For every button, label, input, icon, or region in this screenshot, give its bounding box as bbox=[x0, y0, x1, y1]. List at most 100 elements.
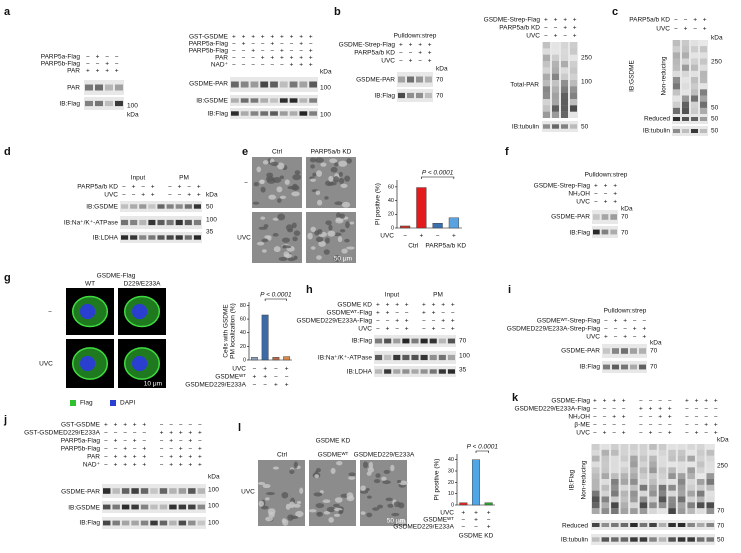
blot-band bbox=[691, 58, 698, 65]
blot-band bbox=[687, 462, 695, 468]
blot-band bbox=[677, 523, 686, 527]
blot-band bbox=[601, 502, 610, 509]
blot-band bbox=[570, 73, 577, 80]
marker-label: 70 bbox=[717, 508, 725, 515]
panel-letter: b bbox=[334, 6, 341, 18]
blot-band bbox=[240, 98, 249, 103]
cell bbox=[316, 511, 323, 517]
cell bbox=[329, 158, 338, 164]
blot-band bbox=[649, 537, 657, 542]
blot-band bbox=[706, 444, 714, 450]
blot-band bbox=[561, 111, 568, 118]
blot-band bbox=[696, 523, 705, 527]
blot-band bbox=[687, 473, 695, 479]
row-sign: − bbox=[274, 374, 278, 381]
row-sign: − bbox=[461, 517, 465, 524]
row-sign: + bbox=[419, 233, 423, 240]
category-label: PARP5a/b KD bbox=[425, 243, 466, 250]
blot-band bbox=[620, 444, 629, 450]
cell bbox=[399, 480, 408, 486]
blot-band bbox=[425, 76, 432, 83]
blot-band bbox=[630, 364, 637, 370]
cell bbox=[330, 166, 338, 173]
blot-band bbox=[407, 92, 414, 99]
blot-band bbox=[691, 101, 698, 108]
blot-band bbox=[231, 111, 239, 116]
blot-band bbox=[561, 67, 568, 74]
cell bbox=[367, 467, 375, 473]
blot-band bbox=[611, 479, 619, 485]
label: Reduced bbox=[562, 523, 588, 530]
bracket bbox=[421, 176, 455, 179]
blot-band bbox=[630, 467, 638, 474]
label: GSDME KD bbox=[337, 302, 372, 309]
blot-band bbox=[552, 92, 559, 99]
label: Total-PAR bbox=[510, 82, 539, 89]
label: PM bbox=[433, 292, 443, 299]
legend-swatch bbox=[70, 400, 76, 406]
y-tick-label: 60 bbox=[240, 317, 246, 323]
y-axis-label: Cells with GSDME bbox=[223, 304, 230, 358]
blot-band bbox=[668, 455, 676, 462]
cell bbox=[382, 480, 391, 485]
blot-band bbox=[682, 52, 689, 59]
nucleus bbox=[79, 303, 96, 320]
panel-letter: l bbox=[238, 422, 241, 434]
y-tick-label: 60 bbox=[388, 184, 394, 190]
blot-band bbox=[639, 364, 646, 370]
label: IB:GSDME bbox=[629, 59, 636, 91]
blot-band bbox=[677, 502, 686, 509]
blot-band bbox=[178, 520, 187, 526]
blot-band bbox=[668, 462, 676, 468]
y-tick-label: 0 bbox=[391, 225, 394, 231]
row-sign: + bbox=[285, 382, 289, 389]
blot-band bbox=[601, 537, 610, 542]
blot-band bbox=[188, 520, 196, 526]
blot-band bbox=[398, 76, 405, 83]
label: Ctrl bbox=[272, 149, 283, 156]
blot-band bbox=[691, 77, 698, 84]
blot-band bbox=[639, 461, 648, 468]
blot-band bbox=[250, 81, 259, 88]
blot-band bbox=[673, 107, 680, 114]
cell bbox=[277, 198, 282, 203]
blot bbox=[102, 501, 206, 513]
blot-band bbox=[696, 449, 705, 456]
blot-band bbox=[270, 111, 278, 116]
blot-band bbox=[570, 42, 577, 49]
blot-band bbox=[601, 229, 609, 235]
cell bbox=[253, 181, 259, 187]
blot-band bbox=[639, 348, 646, 354]
blot-band bbox=[621, 364, 628, 370]
label: PARP5b-Flag bbox=[41, 61, 81, 68]
blot-band bbox=[603, 364, 610, 370]
blot-band bbox=[611, 455, 619, 462]
blot-band bbox=[668, 479, 676, 485]
cell bbox=[287, 257, 296, 262]
marker-label: 70 bbox=[717, 523, 725, 530]
blot bbox=[592, 210, 618, 224]
cell bbox=[314, 474, 320, 479]
blot-band bbox=[706, 455, 714, 462]
blot-band bbox=[299, 81, 308, 88]
blot-band bbox=[601, 473, 610, 479]
cell bbox=[344, 238, 350, 243]
blot-band bbox=[700, 83, 707, 89]
blot-band bbox=[700, 129, 707, 133]
cell bbox=[318, 240, 326, 247]
label: Non-reducing bbox=[661, 56, 668, 95]
blot-band bbox=[649, 479, 657, 485]
label: Ctrl bbox=[277, 452, 288, 459]
label: + + + + − − − − + + + + bbox=[593, 398, 720, 405]
blot-band bbox=[700, 52, 707, 58]
blot-band bbox=[592, 502, 600, 509]
label: − − + − bbox=[86, 61, 121, 68]
marker-label: 70 bbox=[621, 214, 629, 221]
marker-label: 70 bbox=[459, 338, 467, 345]
blot-band bbox=[611, 444, 619, 450]
blot-band bbox=[552, 54, 559, 61]
blot-band bbox=[687, 455, 695, 462]
marker-label: 35 bbox=[206, 229, 214, 236]
blot-band bbox=[570, 80, 577, 87]
blot-band bbox=[687, 490, 695, 497]
